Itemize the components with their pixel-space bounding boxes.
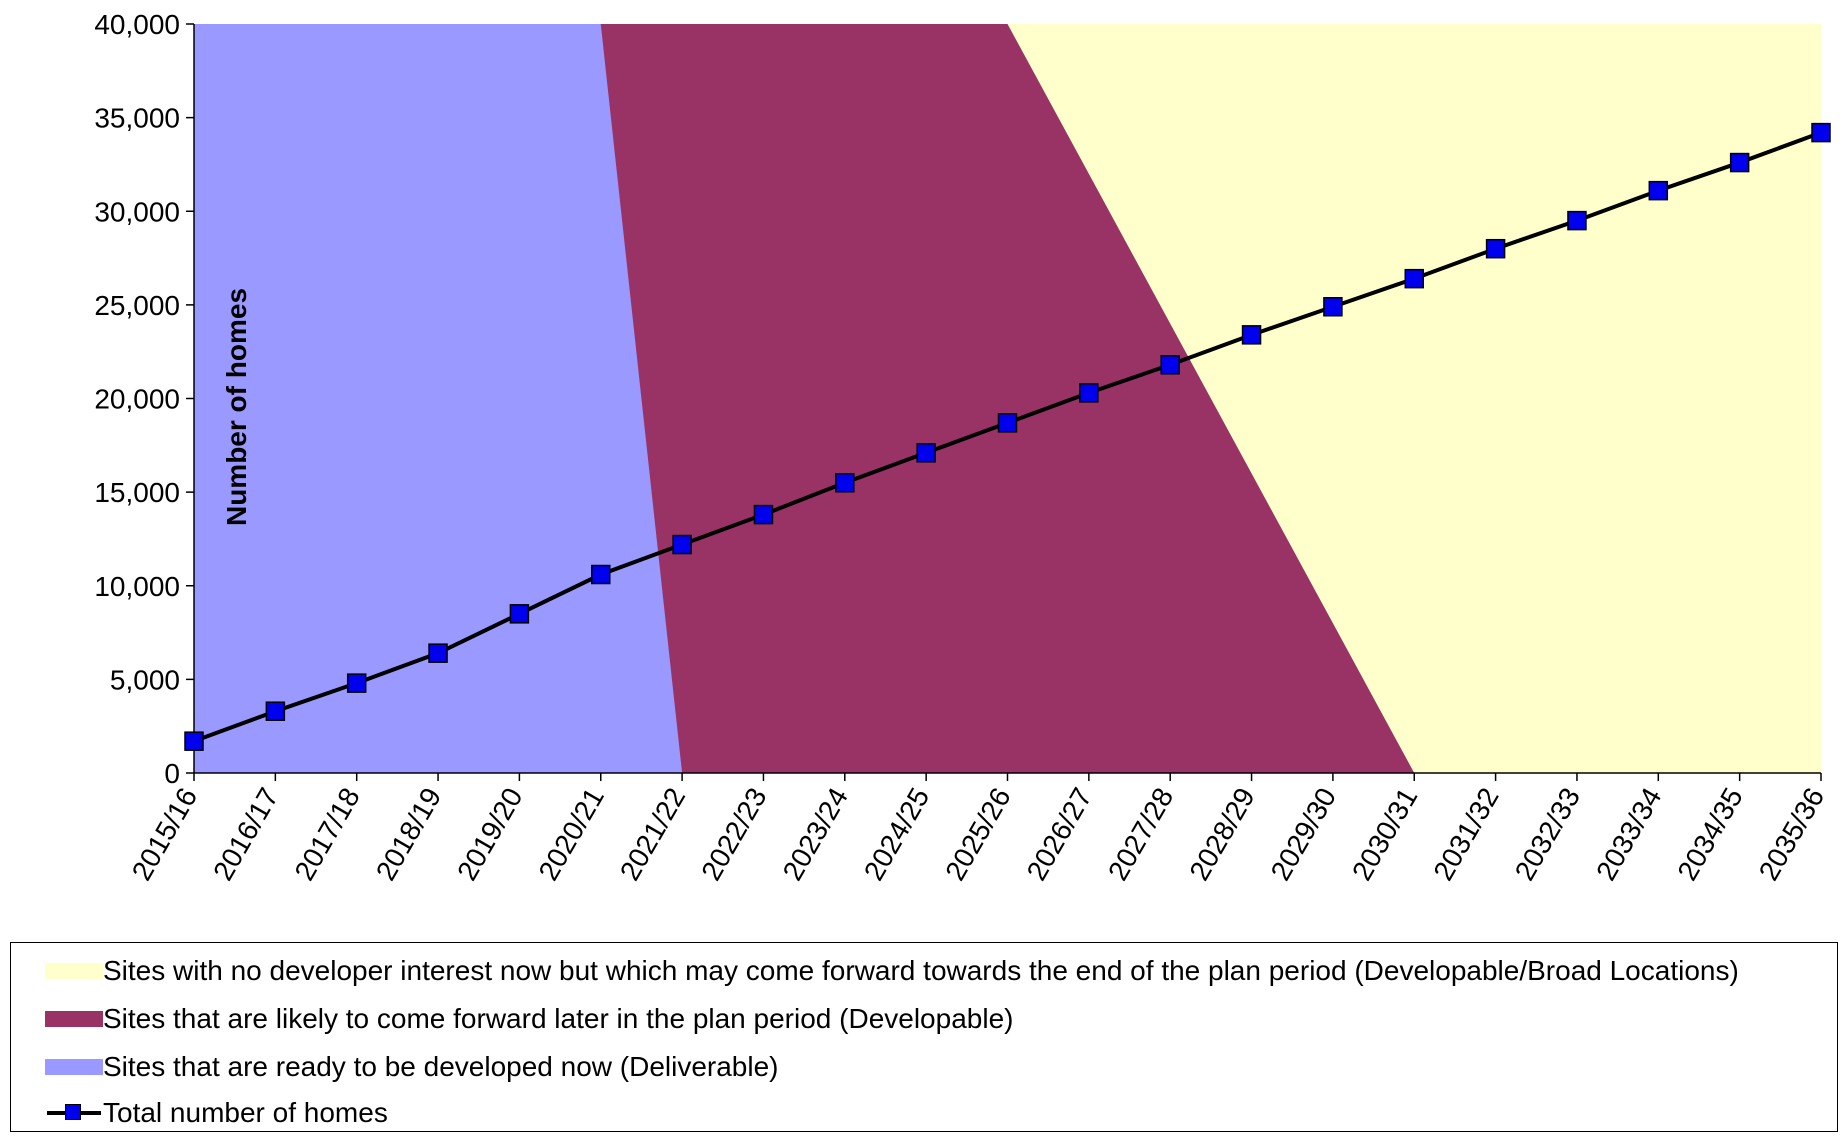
y-tick-label: 0 bbox=[164, 758, 180, 789]
chart: 2015/16 2016/17 2017/18 2018/19 2019/20 2020/… bbox=[94, 9, 1831, 886]
y-tick-label: 5,000 bbox=[110, 664, 180, 695]
data-point-marker bbox=[916, 443, 936, 463]
x-tick-label: 2034/35 bbox=[1671, 783, 1748, 886]
x-axis-ticks: 2015/16 2016/17 2017/18 2018/19 2019/20 2020/… bbox=[126, 773, 1830, 886]
y-tick-label: 35,000 bbox=[94, 103, 180, 134]
x-tick-label: 2016/17 bbox=[207, 783, 284, 886]
series-total-homes bbox=[184, 122, 1831, 751]
data-point-marker bbox=[1404, 268, 1424, 289]
legend-item-broad-locations: Sites with no developer interest now but… bbox=[45, 951, 1739, 991]
x-tick-label: 2023/24 bbox=[777, 783, 854, 886]
legend-label: Sites that are ready to be developed now… bbox=[103, 1051, 779, 1082]
y-tick-label: 20,000 bbox=[94, 384, 180, 415]
x-tick-label: 2035/36 bbox=[1753, 783, 1830, 886]
legend-swatch-yellow bbox=[45, 963, 103, 979]
x-tick-label: 2033/34 bbox=[1590, 783, 1667, 886]
x-tick-label: 2024/25 bbox=[858, 783, 935, 886]
data-point-marker bbox=[835, 473, 855, 493]
x-tick-label: 2021/22 bbox=[614, 783, 691, 886]
legend-swatch-maroon bbox=[45, 1011, 103, 1027]
y-tick-label: 10,000 bbox=[94, 571, 180, 602]
legend-label: Total number of homes bbox=[103, 1097, 388, 1128]
x-tick-label: 2018/19 bbox=[370, 783, 447, 886]
x-tick-label: 2022/23 bbox=[695, 783, 772, 886]
y-tick-label: 30,000 bbox=[94, 196, 180, 227]
x-tick-label: 2025/26 bbox=[939, 783, 1016, 886]
x-tick-label: 2029/30 bbox=[1265, 783, 1342, 886]
data-point-marker bbox=[428, 643, 448, 663]
legend: Sites with no developer interest now but… bbox=[10, 942, 1838, 1132]
data-point-marker bbox=[753, 504, 774, 525]
data-point-marker bbox=[1241, 325, 1262, 345]
legend-label: Sites that are likely to come forward la… bbox=[103, 1003, 1014, 1034]
data-point-marker bbox=[1323, 296, 1343, 317]
y-tick-label: 15,000 bbox=[94, 477, 180, 508]
x-tick-label: 2032/33 bbox=[1509, 783, 1586, 886]
x-tick-label: 2017/18 bbox=[288, 783, 365, 886]
x-tick-label: 2028/29 bbox=[1183, 783, 1260, 886]
data-point-marker bbox=[1811, 122, 1831, 143]
legend-swatch-lavender bbox=[45, 1059, 103, 1075]
legend-line-marker bbox=[45, 1102, 103, 1124]
y-tick-label: 25,000 bbox=[94, 290, 180, 321]
data-point-marker bbox=[1729, 152, 1750, 173]
data-point-marker bbox=[1485, 238, 1506, 259]
data-point-marker bbox=[997, 413, 1018, 433]
x-tick-label: 2027/28 bbox=[1102, 783, 1179, 886]
data-point-marker bbox=[265, 701, 286, 721]
x-tick-label: 2026/27 bbox=[1021, 783, 1098, 886]
area-bands bbox=[194, 24, 1821, 773]
data-point-marker bbox=[1160, 355, 1180, 375]
x-tick-label: 2019/20 bbox=[451, 783, 528, 886]
legend-item-total-homes: Total number of homes bbox=[45, 1093, 388, 1133]
x-tick-label: 2020/21 bbox=[532, 783, 609, 886]
band-deliverable bbox=[194, 24, 683, 773]
data-point-marker bbox=[591, 564, 611, 585]
data-point-marker bbox=[346, 673, 367, 693]
x-tick-label: 2015/16 bbox=[126, 783, 203, 886]
data-point-marker bbox=[184, 731, 204, 751]
data-point-marker bbox=[1567, 210, 1587, 231]
legend-item-deliverable: Sites that are ready to be developed now… bbox=[45, 1047, 779, 1087]
legend-label: Sites with no developer interest now but… bbox=[103, 955, 1739, 986]
x-tick-label: 2030/31 bbox=[1346, 783, 1423, 886]
y-axis-label: Number of homes bbox=[221, 288, 252, 526]
data-point-marker bbox=[1079, 383, 1099, 403]
data-point-marker bbox=[509, 604, 530, 624]
x-tick-label: 2031/32 bbox=[1427, 783, 1504, 886]
legend-item-developable: Sites that are likely to come forward la… bbox=[45, 999, 1013, 1039]
data-point-marker bbox=[672, 534, 692, 555]
y-tick-label: 40,000 bbox=[94, 9, 180, 40]
y-axis-ticks: 0 5,000 10,000 15,000 20,000 25,000 30,000 35,0… bbox=[94, 9, 194, 789]
data-point-marker bbox=[1648, 180, 1669, 201]
